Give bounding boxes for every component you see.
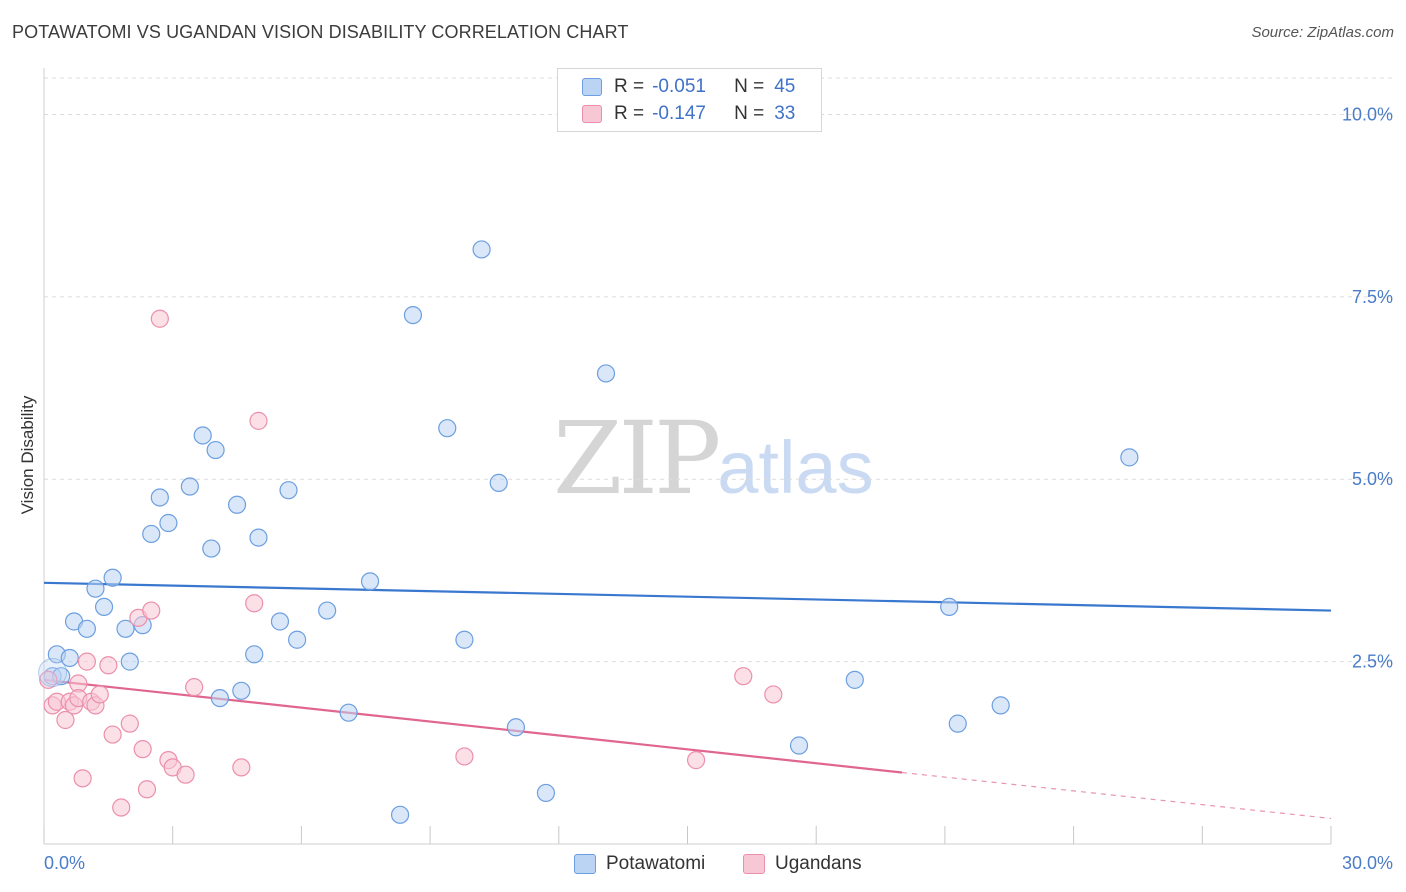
potawatomi-point xyxy=(991,696,1010,715)
x-tick-label-max: 30.0% xyxy=(1342,853,1393,873)
ugandans-point xyxy=(103,725,122,744)
bottom-legend-potawatomi: Potawatomi xyxy=(574,851,705,877)
ugandans-point xyxy=(99,656,118,675)
potawatomi-point xyxy=(86,579,105,598)
ugandans-point xyxy=(249,411,268,430)
potawatomi-point xyxy=(103,568,122,587)
potawatomi-point xyxy=(279,481,298,500)
potawatomi-point xyxy=(193,426,212,445)
ugandans-point xyxy=(764,685,783,704)
ugandans-point xyxy=(77,652,97,671)
ugandans-point xyxy=(176,765,195,784)
potawatomi-point xyxy=(360,572,380,591)
legend-n-label: N = xyxy=(734,76,765,97)
ugandans-point xyxy=(73,769,92,788)
ugandans-point xyxy=(142,601,161,620)
potawatomi-point xyxy=(227,495,247,514)
potawatomi-point xyxy=(472,240,491,259)
potawatomi-point xyxy=(159,513,178,533)
potawatomi-point xyxy=(180,477,199,496)
potawatomi-point xyxy=(403,305,423,325)
bottom-legend-label-ugandans: Ugandans xyxy=(775,853,862,874)
legend-row-ugandans: R = -0.147 N = 33 xyxy=(582,102,795,126)
ugandans-trend-extension xyxy=(901,771,1332,820)
potawatomi-point xyxy=(150,488,169,507)
potawatomi-point xyxy=(339,703,358,722)
legend-row-potawatomi: R = -0.051 N = 45 xyxy=(582,75,795,99)
source-label: Source: ZipAtlas.com xyxy=(1251,24,1394,41)
axes xyxy=(43,68,1332,845)
potawatomi-point xyxy=(455,630,474,649)
correlation-legend: R = -0.051 N = 45 R = -0.147 N = 33 xyxy=(557,68,822,132)
ugandans-point xyxy=(120,714,139,733)
potawatomi-point xyxy=(948,714,967,733)
ugandans-point xyxy=(90,685,109,704)
ugandans-point xyxy=(245,594,264,613)
bottom-legend-swatch-ugandans xyxy=(743,854,765,874)
ugandans-point xyxy=(232,758,251,777)
trend-lines xyxy=(43,581,1332,820)
potawatomi-point xyxy=(116,619,135,638)
potawatomi-point xyxy=(210,688,229,708)
x-tick-label-min: 0.0% xyxy=(44,853,85,873)
legend-r-value: -0.051 xyxy=(652,76,706,97)
chart-title: POTAWATOMI VS UGANDAN VISION DISABILITY … xyxy=(12,22,629,42)
potawatomi-point xyxy=(390,805,410,824)
ugandans-point xyxy=(686,751,706,770)
potawatomi-point xyxy=(249,528,268,547)
legend-r-label: R = xyxy=(614,76,645,97)
legend-r-label: R = xyxy=(614,103,645,124)
potawatomi-point xyxy=(845,670,864,689)
ugandans-point xyxy=(734,667,753,686)
legend-n-label: N = xyxy=(734,103,765,124)
potawatomi-point xyxy=(536,783,556,803)
potawatomi-point xyxy=(94,597,114,617)
legend-n-value: 45 xyxy=(774,76,796,97)
ugandans-point xyxy=(455,747,474,766)
potawatomi-point xyxy=(232,681,251,700)
potawatomi-point xyxy=(206,440,225,460)
legend-swatch-ugandans xyxy=(582,105,602,123)
potawatomi-point xyxy=(1120,448,1139,467)
potawatomi-point xyxy=(77,619,97,638)
ugandans-point xyxy=(112,798,131,817)
potawatomi-point xyxy=(270,612,290,631)
bottom-legend-ugandans: Ugandans xyxy=(743,851,862,877)
y-tick-label: 5.0% xyxy=(1352,469,1393,489)
zipatlas-watermark: ZIPatlas xyxy=(553,400,874,517)
ugandans-point xyxy=(56,710,75,730)
legend-r-value: -0.147 xyxy=(652,103,706,124)
potawatomi-cluster-point xyxy=(38,658,68,688)
potawatomi-point xyxy=(245,645,264,664)
ugandans-point xyxy=(133,740,152,759)
ugandans-point xyxy=(137,780,157,799)
potawatomi-trend-line xyxy=(43,581,1332,612)
ugandans-point xyxy=(185,678,204,697)
ugandans-trend-line xyxy=(43,678,903,774)
y-tick-label: 7.5% xyxy=(1352,287,1393,307)
y-tick-label: 2.5% xyxy=(1352,652,1393,672)
y-tick-label: 10.0% xyxy=(1342,104,1393,124)
potawatomi-point xyxy=(506,718,526,737)
potawatomi-point xyxy=(60,648,79,668)
potawatomi-point xyxy=(438,419,457,438)
ugandans-point xyxy=(150,309,169,328)
data-points xyxy=(38,240,1139,824)
potawatomi-point xyxy=(142,524,161,544)
potawatomi-point xyxy=(596,364,616,383)
bottom-legend-label-potawatomi: Potawatomi xyxy=(606,853,706,874)
potawatomi-point xyxy=(288,630,307,649)
potawatomi-point xyxy=(789,736,809,755)
tick-labels: 2.5% 5.0% 7.5% 10.0% 0.0% 30.0% xyxy=(44,104,1393,873)
grid-lines xyxy=(44,77,1392,663)
potawatomi-point xyxy=(120,652,139,671)
bottom-legend-swatch-potawatomi xyxy=(574,854,596,874)
legend-n-value: 33 xyxy=(774,103,796,124)
potawatomi-point xyxy=(940,597,959,617)
legend-swatch-potawatomi xyxy=(582,78,602,96)
potawatomi-point xyxy=(318,601,337,620)
potawatomi-point xyxy=(202,539,221,558)
potawatomi-point xyxy=(489,473,508,492)
